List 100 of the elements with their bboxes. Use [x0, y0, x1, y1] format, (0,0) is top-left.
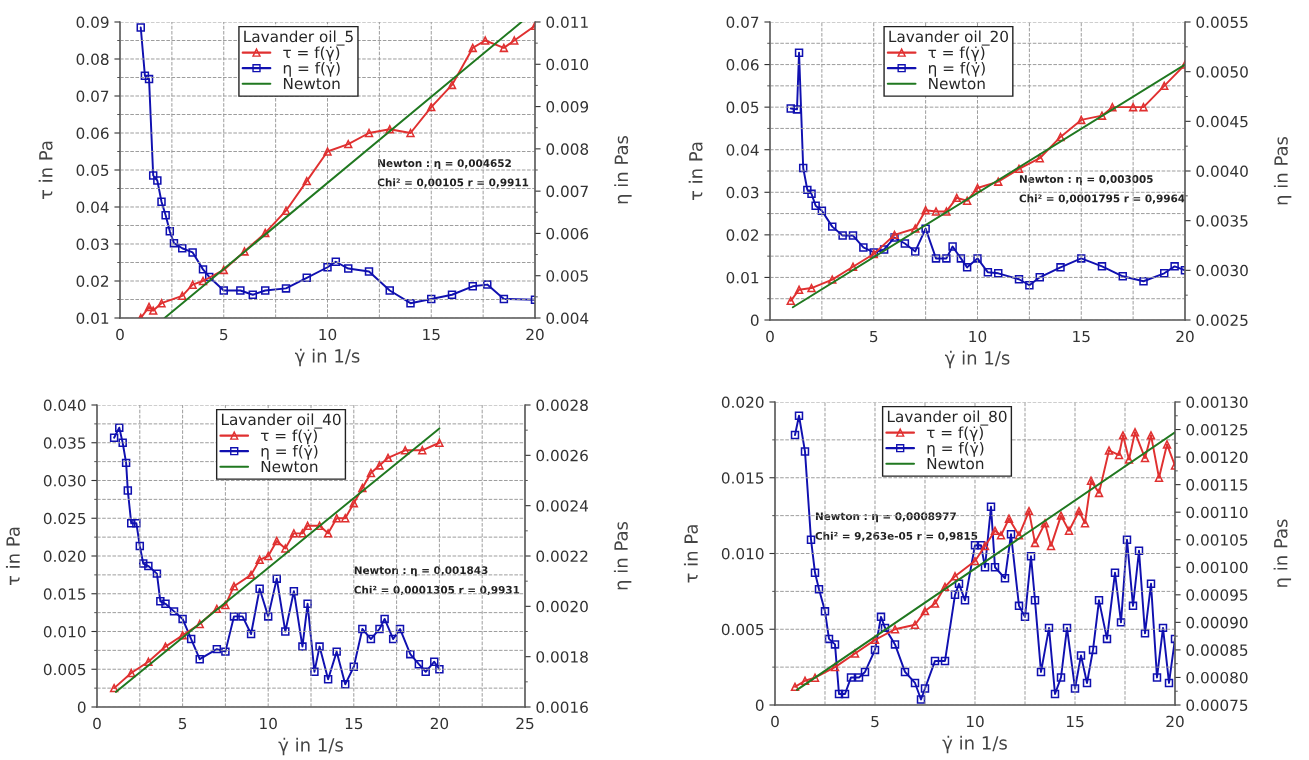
point: [178, 614, 187, 624]
point: [195, 654, 204, 664]
legend-title: Lavander oil_40: [221, 413, 341, 429]
point: [850, 649, 860, 658]
legend-label: τ = f(γ̇): [283, 46, 340, 62]
point: [1104, 446, 1114, 455]
point: [1140, 629, 1150, 638]
point: [388, 634, 398, 644]
point: [980, 563, 990, 572]
y2-tick-label: 0.00130: [1186, 396, 1248, 409]
point: [178, 291, 187, 301]
y2-tick-label: 0.008: [546, 143, 589, 155]
y2-tick-label: 0.0024: [536, 500, 589, 512]
y2-tick-label: 0.009: [546, 101, 589, 113]
point: [940, 582, 950, 592]
point: [956, 254, 966, 263]
legend-title: Lavander oil_5: [244, 30, 353, 46]
point: [289, 529, 299, 538]
point: [1030, 538, 1040, 548]
annotation: Chi² = 9,263e-05 r = 0,9815: [815, 531, 978, 542]
point: [1128, 601, 1138, 611]
point: [1035, 153, 1044, 163]
point: [447, 290, 457, 299]
point: [942, 207, 951, 216]
point: [302, 176, 311, 186]
point: [385, 286, 394, 295]
point: [1077, 254, 1086, 263]
point: [468, 282, 477, 291]
point: [375, 461, 384, 470]
y2-tick-label: 0.00095: [1186, 589, 1248, 601]
point: [838, 231, 847, 240]
point: [341, 514, 350, 523]
y-tick-label: 0: [750, 314, 759, 327]
y-tick-label: 0.02: [76, 275, 109, 288]
y2-tick-label: 0.0045: [1196, 115, 1248, 128]
point: [830, 640, 840, 649]
point: [1044, 623, 1054, 633]
point: [798, 163, 808, 173]
y-tick-label: 0.040: [43, 399, 86, 412]
x-axis-title: γ̇ in 1/s: [944, 350, 1010, 369]
point: [848, 262, 858, 272]
x-tick-label: 5: [871, 715, 879, 728]
x-tick-label: 0: [766, 330, 774, 343]
point: [983, 268, 993, 277]
legend-label: Newton: [261, 460, 318, 473]
point: [261, 286, 270, 295]
y2-tick-label: 0.0050: [1196, 66, 1248, 78]
y-tick-label: 0.07: [726, 16, 759, 29]
point: [121, 458, 131, 468]
x-tick-label: 10: [319, 328, 337, 341]
y-tick-label: 0: [77, 701, 86, 714]
point: [973, 254, 982, 263]
x-tick-label: 25: [516, 717, 534, 730]
point: [240, 247, 249, 256]
point: [1094, 596, 1104, 605]
point: [1124, 455, 1134, 464]
y-tick-label: 0.03: [726, 186, 759, 199]
point: [178, 631, 187, 640]
y2-tick-label: 0.00110: [1186, 506, 1248, 519]
point: [879, 245, 889, 254]
point: [344, 139, 353, 149]
point: [806, 535, 816, 544]
point: [940, 656, 950, 666]
point: [418, 446, 427, 455]
point: [375, 624, 384, 634]
legend-label: η = f(γ̇): [283, 61, 340, 77]
point: [786, 104, 795, 113]
y2-tick-label: 0.00075: [1186, 699, 1248, 712]
y-tick-label: 0.030: [43, 474, 86, 487]
legend-label: Newton: [283, 77, 340, 90]
point: [1162, 440, 1172, 449]
y2-tick-label: 0.00125: [1186, 424, 1248, 436]
point: [123, 486, 133, 495]
y-tick-label: 0.06: [726, 59, 759, 71]
point: [178, 243, 187, 253]
point: [1118, 272, 1127, 281]
point: [1025, 280, 1034, 290]
y-tick-label: 0.03: [76, 238, 109, 251]
point: [828, 275, 837, 284]
point: [1134, 546, 1144, 555]
point: [1160, 269, 1169, 278]
point: [1110, 568, 1120, 578]
y-tick-label: 0.01: [726, 271, 759, 284]
y-tick-label: 0.020: [43, 550, 86, 563]
point: [1094, 488, 1104, 498]
point: [468, 43, 477, 53]
point: [1130, 428, 1140, 437]
point: [480, 36, 490, 45]
point: [430, 657, 439, 666]
y-tick-label: 0.02: [726, 229, 759, 241]
point: [814, 585, 824, 594]
y2-tick-label: 0.0026: [536, 449, 588, 462]
point: [880, 623, 890, 633]
point: [341, 680, 350, 689]
point: [263, 551, 273, 561]
point: [272, 536, 281, 546]
point: [298, 642, 307, 651]
point: [931, 254, 941, 263]
point: [255, 584, 264, 593]
point: [1097, 111, 1107, 120]
